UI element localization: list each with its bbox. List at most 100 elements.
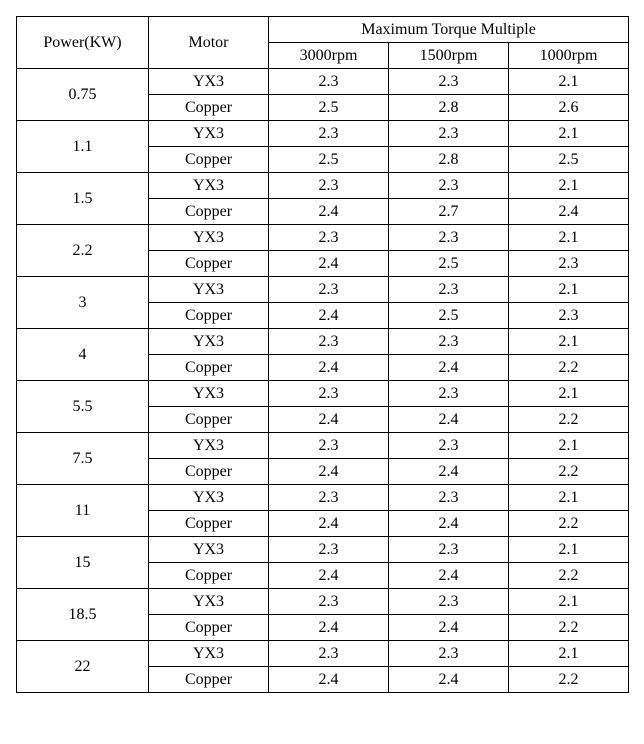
table-body: 0.75YX32.32.32.1Copper2.52.82.61.1YX32.3… [17,69,629,693]
header-motor: Motor [149,17,269,69]
cell-value: 2.4 [389,563,509,589]
table-row: 15YX32.32.32.1 [17,537,629,563]
cell-value: 2.3 [269,225,389,251]
cell-value: 2.4 [389,459,509,485]
cell-value: 2.1 [509,69,629,95]
cell-motor: YX3 [149,433,269,459]
table-row: 4YX32.32.32.1 [17,329,629,355]
cell-value: 2.3 [269,381,389,407]
cell-motor: YX3 [149,277,269,303]
table-row: 3YX32.32.32.1 [17,277,629,303]
table-header: Power(KW) Motor Maximum Torque Multiple … [17,17,629,69]
cell-value: 2.1 [509,121,629,147]
cell-value: 2.3 [269,537,389,563]
cell-motor: Copper [149,667,269,693]
header-rpm-1000: 1000rpm [509,43,629,69]
cell-value: 2.7 [389,199,509,225]
cell-power: 0.75 [17,69,149,121]
table-row: 11YX32.32.32.1 [17,485,629,511]
cell-motor: Copper [149,199,269,225]
cell-value: 2.3 [389,485,509,511]
cell-value: 2.2 [509,459,629,485]
cell-value: 2.5 [389,303,509,329]
cell-value: 2.1 [509,485,629,511]
cell-value: 2.3 [389,69,509,95]
table-row: 18.5YX32.32.32.1 [17,589,629,615]
cell-motor: Copper [149,511,269,537]
cell-value: 2.4 [269,615,389,641]
cell-power: 5.5 [17,381,149,433]
cell-motor: Copper [149,459,269,485]
cell-value: 2.3 [389,329,509,355]
cell-value: 2.1 [509,225,629,251]
cell-motor: YX3 [149,173,269,199]
cell-value: 2.4 [269,355,389,381]
cell-value: 2.4 [389,407,509,433]
cell-value: 2.3 [389,225,509,251]
cell-value: 2.2 [509,355,629,381]
cell-motor: Copper [149,407,269,433]
cell-value: 2.4 [389,511,509,537]
cell-value: 2.4 [389,667,509,693]
torque-table: Power(KW) Motor Maximum Torque Multiple … [16,16,629,693]
cell-power: 1.5 [17,173,149,225]
cell-value: 2.2 [509,563,629,589]
cell-value: 2.3 [389,173,509,199]
cell-motor: YX3 [149,381,269,407]
cell-value: 2.1 [509,329,629,355]
header-torque-group: Maximum Torque Multiple [269,17,629,43]
cell-motor: YX3 [149,69,269,95]
cell-value: 2.8 [389,95,509,121]
cell-motor: YX3 [149,485,269,511]
header-rpm-3000: 3000rpm [269,43,389,69]
cell-value: 2.8 [389,147,509,173]
cell-power: 15 [17,537,149,589]
cell-power: 22 [17,641,149,693]
cell-value: 2.5 [269,95,389,121]
cell-value: 2.4 [269,199,389,225]
cell-value: 2.4 [509,199,629,225]
table-row: 2.2YX32.32.32.1 [17,225,629,251]
cell-value: 2.2 [509,407,629,433]
cell-value: 2.1 [509,173,629,199]
cell-motor: YX3 [149,641,269,667]
cell-value: 2.4 [389,355,509,381]
cell-power: 2.2 [17,225,149,277]
cell-value: 2.3 [269,433,389,459]
cell-value: 2.3 [269,277,389,303]
cell-value: 2.3 [269,641,389,667]
cell-value: 2.3 [269,589,389,615]
header-rpm-1500: 1500rpm [389,43,509,69]
cell-power: 4 [17,329,149,381]
cell-motor: Copper [149,147,269,173]
cell-value: 2.2 [509,511,629,537]
cell-motor: Copper [149,251,269,277]
cell-value: 2.1 [509,381,629,407]
cell-motor: YX3 [149,121,269,147]
cell-value: 2.1 [509,433,629,459]
cell-value: 2.1 [509,641,629,667]
cell-value: 2.3 [389,381,509,407]
cell-power: 1.1 [17,121,149,173]
header-power: Power(KW) [17,17,149,69]
cell-value: 2.1 [509,589,629,615]
table-row: 0.75YX32.32.32.1 [17,69,629,95]
cell-power: 3 [17,277,149,329]
cell-value: 2.2 [509,615,629,641]
cell-value: 2.1 [509,537,629,563]
cell-motor: Copper [149,563,269,589]
cell-value: 2.3 [389,589,509,615]
cell-value: 2.4 [269,563,389,589]
cell-value: 2.4 [269,667,389,693]
cell-value: 2.3 [389,641,509,667]
cell-value: 2.3 [269,121,389,147]
cell-value: 2.4 [269,407,389,433]
cell-power: 18.5 [17,589,149,641]
cell-value: 2.4 [389,615,509,641]
cell-value: 2.3 [389,537,509,563]
table-row: 7.5YX32.32.32.1 [17,433,629,459]
cell-value: 2.3 [269,485,389,511]
cell-value: 2.3 [389,121,509,147]
cell-value: 2.3 [269,329,389,355]
cell-motor: YX3 [149,329,269,355]
